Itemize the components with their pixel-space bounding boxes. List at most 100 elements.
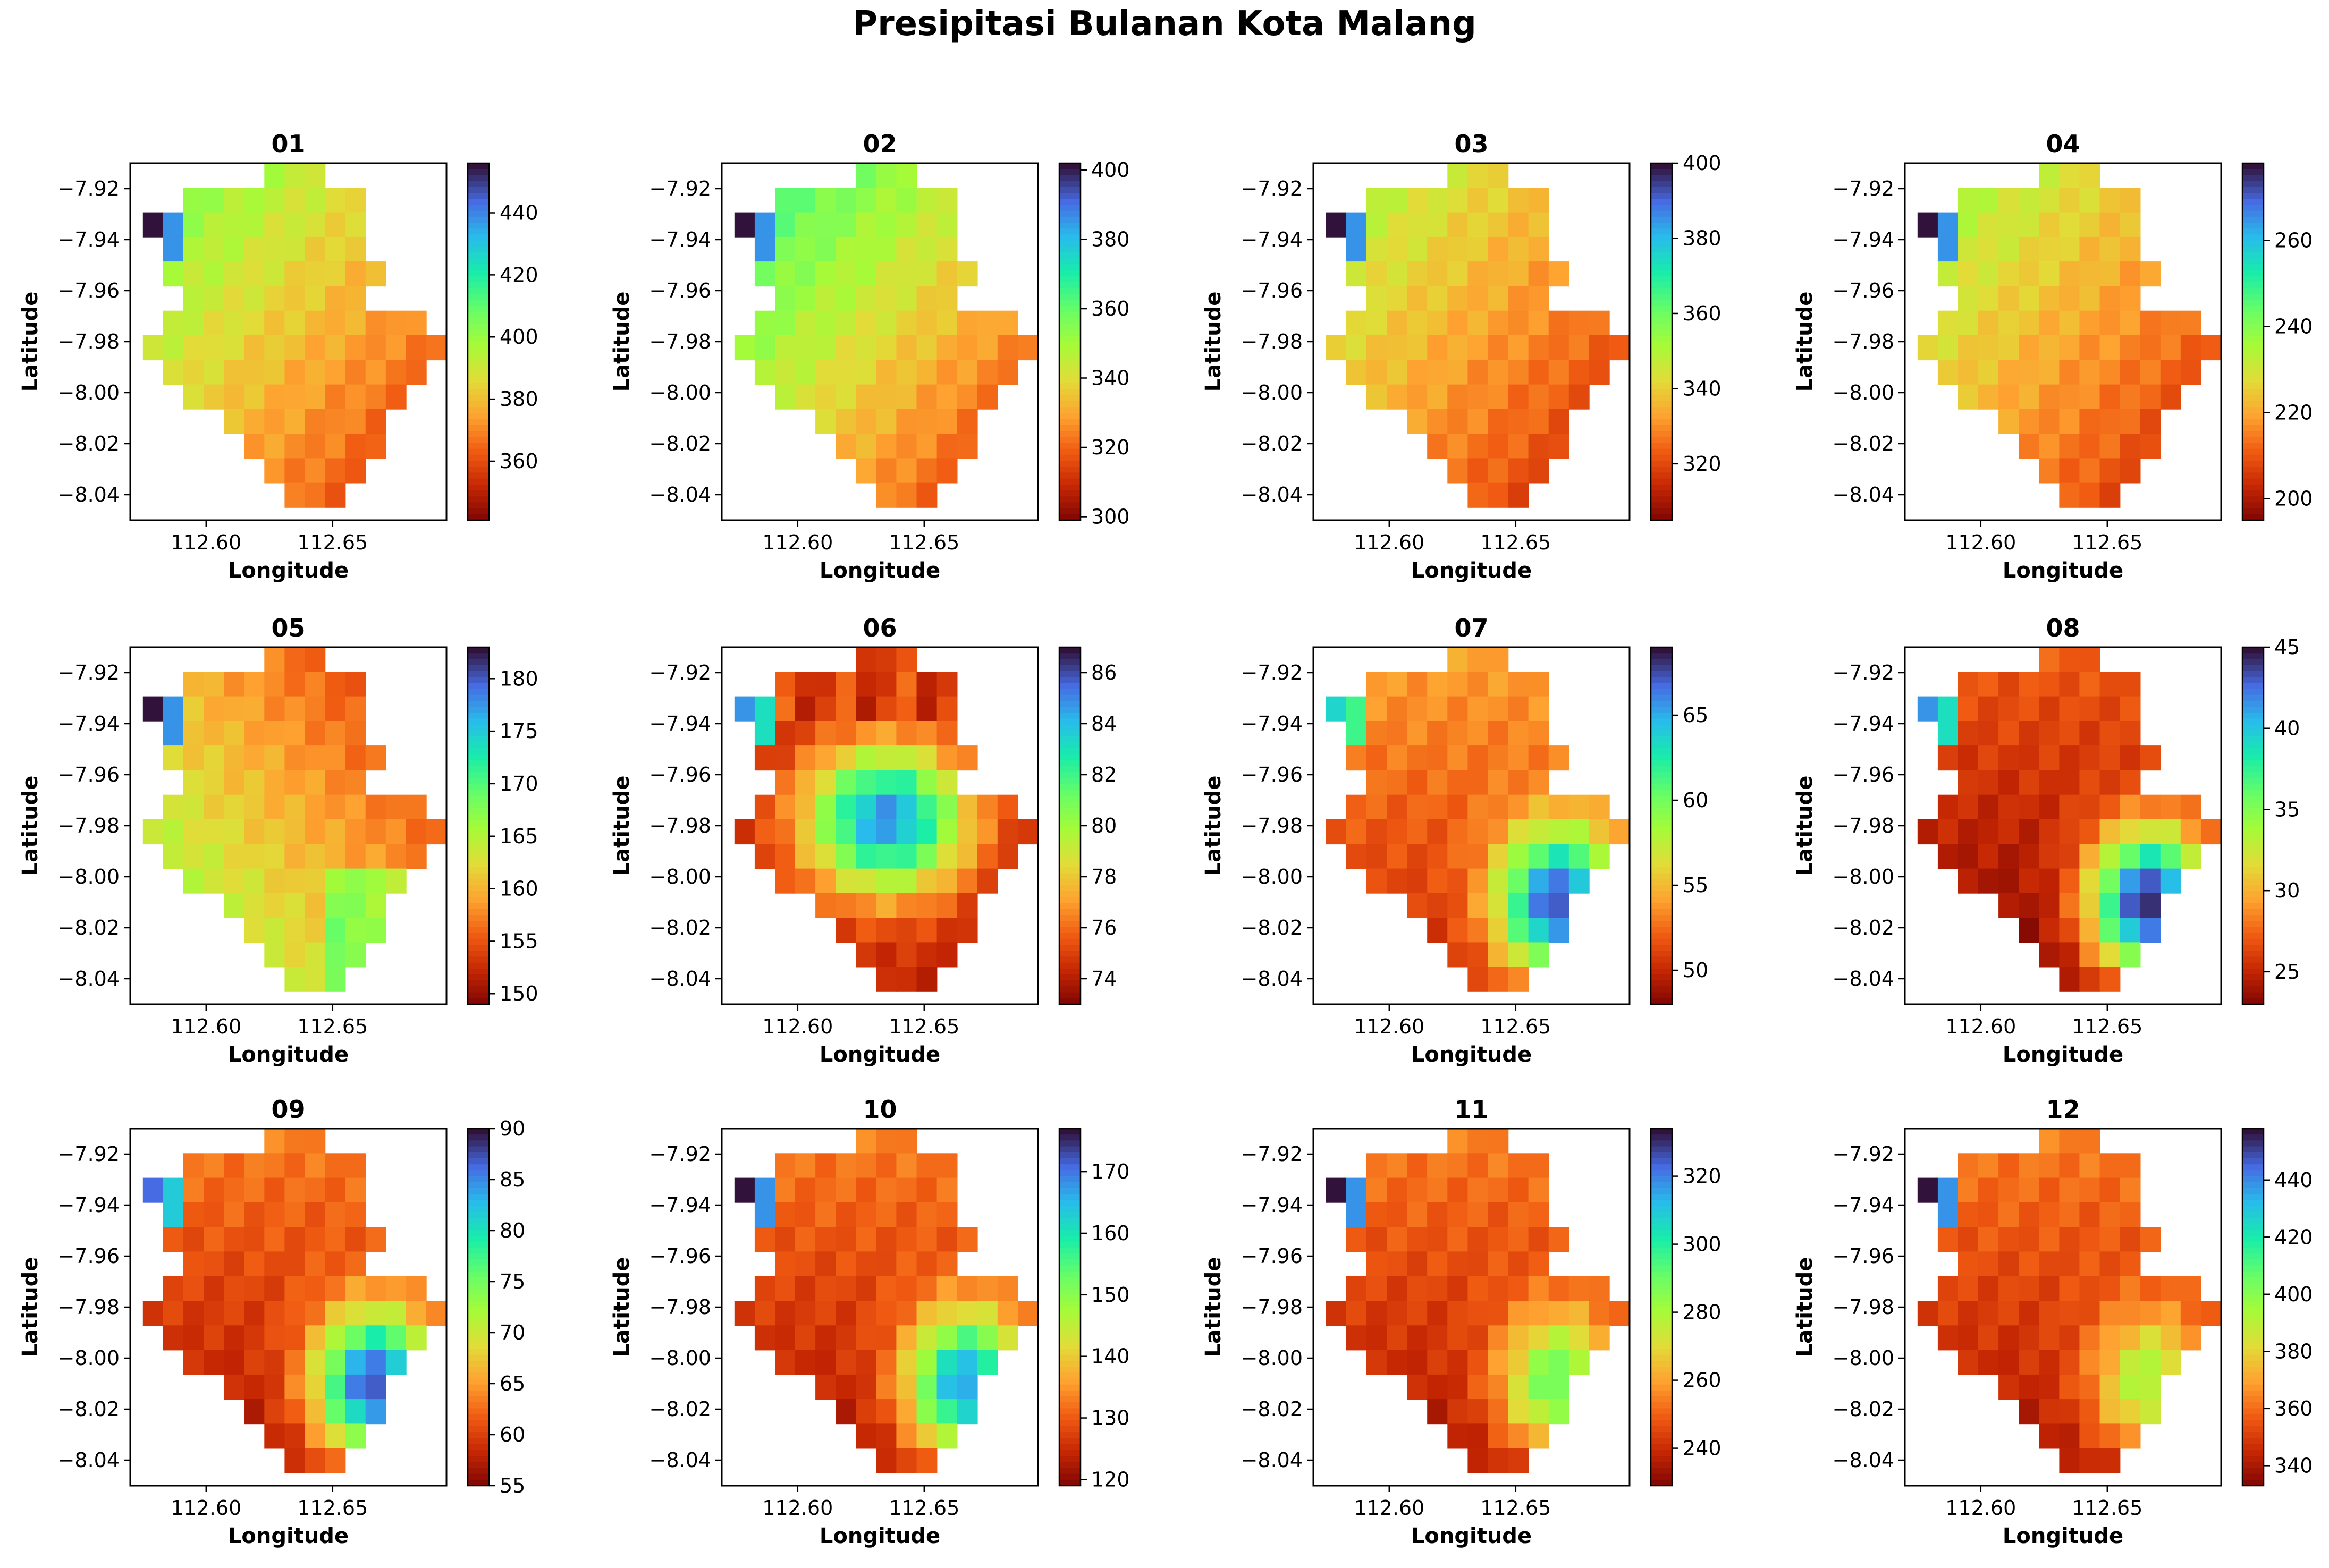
colorbar-segment: [1059, 484, 1081, 491]
heatmap-cell: [916, 1177, 938, 1203]
colorbar-segment: [1059, 998, 1081, 1005]
heatmap-cell: [224, 360, 244, 385]
heatmap-cell: [2059, 360, 2080, 385]
colorbar-segment: [468, 365, 489, 372]
colorbar-segment: [2242, 867, 2264, 874]
colorbar-segment: [468, 1248, 489, 1254]
heatmap-cell: [936, 1251, 958, 1277]
heatmap-cell: [1407, 335, 1428, 361]
heatmap-cell: [815, 1227, 836, 1252]
colorbar-segment: [2242, 659, 2264, 666]
heatmap-cell: [836, 1251, 857, 1277]
heatmap-cell: [2079, 310, 2100, 336]
heatmap-cell: [856, 261, 877, 287]
y-tick-label: −7.96: [1833, 763, 1894, 786]
heatmap-cell: [1467, 458, 1489, 484]
heatmap-cell: [2120, 1374, 2141, 1400]
colorbar-segment: [2242, 496, 2264, 503]
heatmap-cell: [896, 696, 917, 722]
heatmap-cell: [345, 335, 366, 361]
heatmap-cell: [2160, 1276, 2181, 1301]
heatmap-cell: [1467, 188, 1489, 213]
colorbar-segment: [2242, 1158, 2264, 1165]
heatmap-cell: [325, 1325, 346, 1351]
heatmap-cell: [345, 261, 366, 287]
colorbar-segment: [468, 461, 489, 467]
heatmap-cell: [1387, 286, 1407, 311]
heatmap-cell: [896, 918, 917, 943]
heatmap-cell: [1467, 696, 1489, 722]
heatmap-cell: [1427, 918, 1448, 943]
heatmap-cell: [2160, 844, 2181, 869]
y-tick-label: −8.00: [1241, 865, 1303, 888]
colorbar-tick-label: 400: [2274, 1283, 2313, 1306]
heatmap-cell: [244, 1399, 265, 1425]
heatmap-cell: [916, 721, 938, 746]
heatmap-cell: [2160, 868, 2181, 894]
heatmap-cell: [1467, 721, 1489, 746]
heatmap-cell: [1589, 335, 1610, 361]
colorbar-tick-label: 40: [2274, 717, 2300, 740]
heatmap-cell: [836, 310, 857, 336]
colorbar-segment: [1059, 1301, 1081, 1308]
heatmap-cell: [754, 1227, 775, 1252]
heatmap-cell: [183, 770, 204, 795]
heatmap-cell: [856, 844, 877, 869]
heatmap-cell: [1998, 844, 2019, 869]
heatmap-cell: [1366, 384, 1387, 410]
colorbar-segment: [468, 240, 489, 247]
colorbar-segment: [468, 1456, 489, 1462]
heatmap-cell: [754, 844, 775, 869]
heatmap-cell: [1387, 844, 1407, 869]
heatmap-cell: [224, 1350, 244, 1375]
y-tick-label: −8.04: [649, 967, 711, 990]
heatmap-cell: [916, 236, 938, 262]
heatmap-cell: [183, 212, 204, 238]
heatmap-cell: [305, 1399, 326, 1425]
colorbar-segment: [468, 419, 489, 426]
colorbar-segment: [2242, 312, 2264, 318]
colorbar-segment: [2242, 1330, 2264, 1337]
colorbar-segment: [1059, 234, 1081, 241]
heatmap-cell: [244, 1374, 265, 1400]
colorbar-tick-label: 160: [500, 877, 538, 901]
heatmap-cell: [1528, 212, 1549, 238]
colorbar-segment: [468, 1432, 489, 1439]
heatmap-cell: [795, 1276, 816, 1301]
heatmap-cell: [795, 286, 816, 311]
heatmap-cell: [1528, 696, 1549, 722]
heatmap-cell: [1508, 819, 1529, 845]
colorbar-segment: [468, 228, 489, 235]
heatmap-cell: [2059, 1177, 2080, 1203]
heatmap-cell: [2099, 819, 2121, 845]
heatmap-cell: [224, 1325, 244, 1351]
colorbar-segment: [2242, 335, 2264, 342]
heatmap-cell: [183, 1202, 204, 1227]
y-tick-label: −7.98: [1241, 330, 1303, 353]
heatmap-cell: [244, 696, 265, 722]
heatmap-cell: [856, 868, 877, 894]
heatmap-cell: [997, 1325, 1018, 1351]
colorbar-tick-label: 400: [1091, 158, 1130, 182]
heatmap-cell: [2160, 384, 2181, 410]
colorbar-segment: [1651, 1456, 1672, 1462]
heatmap-cell: [836, 335, 857, 361]
colorbar-segment: [1651, 1444, 1672, 1451]
colorbar-segment: [2242, 796, 2264, 802]
heatmap-cell: [2019, 1153, 2040, 1179]
colorbar-segment: [2242, 808, 2264, 815]
heatmap-cell: [244, 434, 265, 459]
heatmap-cell: [284, 310, 306, 336]
heatmap-cell: [815, 745, 836, 771]
heatmap-cell: [2099, 482, 2121, 508]
colorbar-segment: [1059, 175, 1081, 182]
heatmap-cell: [2019, 212, 2040, 238]
colorbar-segment: [1059, 813, 1081, 820]
heatmap-cell: [1346, 1301, 1367, 1326]
heatmap-cell: [1407, 1325, 1428, 1351]
heatmap-cell: [795, 1227, 816, 1252]
heatmap-cell: [1447, 844, 1469, 869]
heatmap-cell: [1508, 335, 1529, 361]
heatmap-cell: [244, 236, 265, 262]
heatmap-cell: [325, 844, 346, 869]
